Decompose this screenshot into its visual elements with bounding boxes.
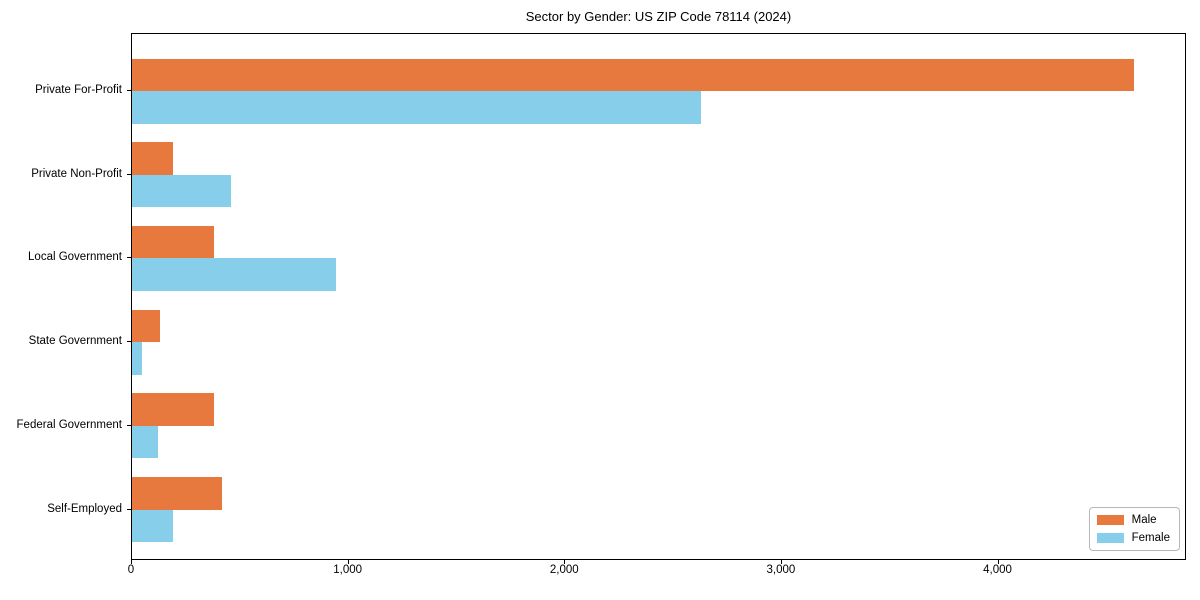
y-axis-label-private-for-profit: Private For-Profit [35, 84, 122, 96]
x-tick-label-0: 0 [127, 564, 135, 576]
x-tick-1000 [347, 560, 349, 564]
legend-label-male: Male [1131, 514, 1157, 526]
legend-swatch-male [1096, 515, 1124, 525]
x-tick-2000 [564, 560, 566, 564]
legend-swatch-female [1096, 533, 1124, 543]
y-axis-label-self-employed: Self-Employed [47, 502, 122, 515]
y-tick-state-government [127, 341, 131, 343]
bar-male-local-government [132, 225, 215, 259]
bar-female-local-government [132, 258, 337, 291]
x-tick-label-4000: 4,000 [983, 564, 1012, 576]
legend-label-female: Female [1131, 532, 1170, 544]
x-tick-label-2000: 2,000 [549, 564, 579, 576]
bar-male-private-non-profit [132, 142, 174, 175]
y-tick-self-employed [127, 508, 131, 510]
chart-title: Sector by Gender: US ZIP Code 78114 (202… [525, 9, 792, 24]
legend-item-female: Female [1096, 532, 1170, 544]
x-tick-label-3000: 3,000 [766, 564, 796, 576]
bar-male-federal-government [132, 393, 215, 426]
bar-female-private-non-profit [132, 174, 232, 208]
bar-male-self-employed [132, 477, 222, 510]
y-axis-label-federal-government: Federal Government [16, 418, 122, 431]
bar-female-private-for-profit [132, 91, 701, 124]
plot-area: Male Female [131, 33, 1186, 560]
x-tick-0 [131, 560, 132, 564]
y-axis-label-local-government: Local Government [28, 251, 122, 264]
x-tick-3000 [780, 560, 782, 564]
y-tick-private-for-profit [127, 90, 131, 91]
legend-item-male: Male [1096, 514, 1170, 526]
y-axis-label-private-non-profit: Private Non-Profit [31, 167, 122, 180]
y-axis-label-state-government: State Government [28, 335, 122, 348]
bar-male-state-government [132, 309, 161, 343]
x-tick-4000 [997, 560, 999, 564]
y-tick-federal-government [127, 424, 131, 426]
bar-female-self-employed [132, 509, 174, 542]
x-tick-label-1000: 1,000 [333, 564, 363, 576]
bar-male-private-for-profit [132, 58, 1135, 91]
legend: Male Female [1088, 507, 1180, 551]
bar-female-state-government [132, 342, 143, 375]
y-tick-local-government [127, 257, 131, 259]
bar-female-federal-government [132, 425, 158, 459]
y-tick-private-non-profit [127, 173, 131, 175]
